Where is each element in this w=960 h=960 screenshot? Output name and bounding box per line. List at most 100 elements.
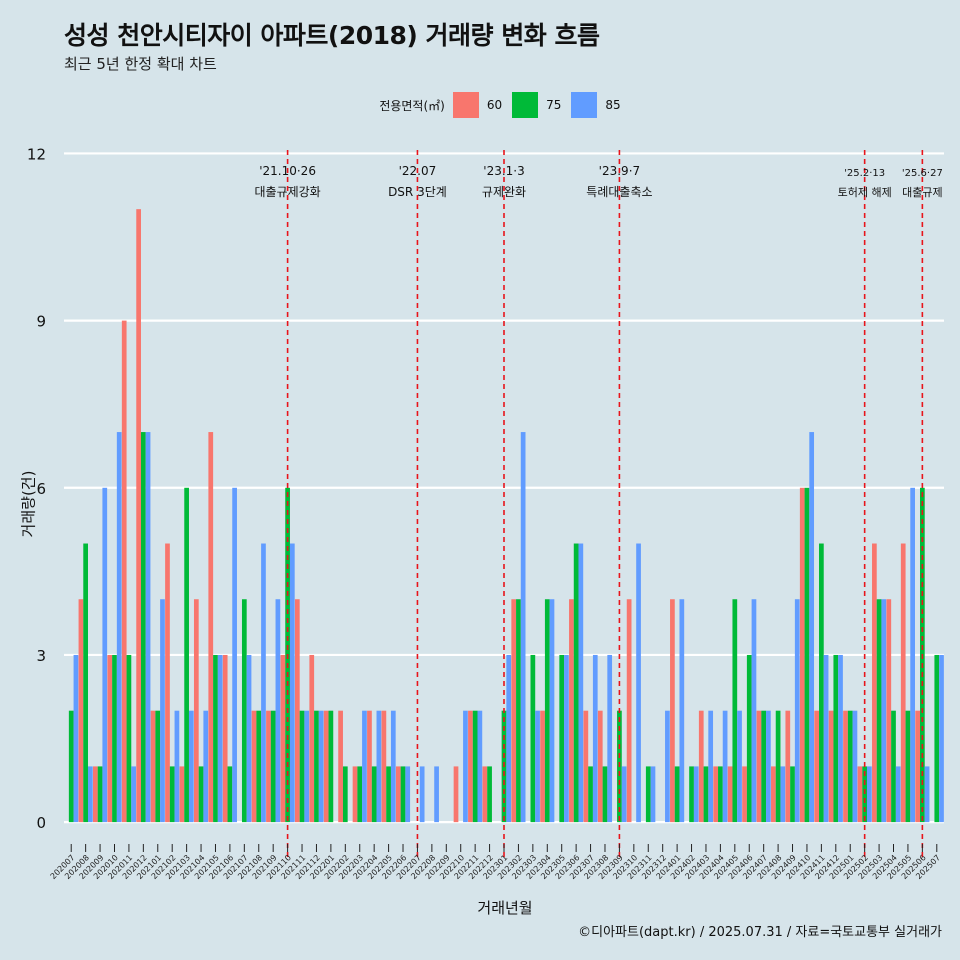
bar-85-202108	[261, 543, 266, 823]
bar-60-202201	[323, 710, 329, 823]
bar-60-202308	[597, 710, 603, 823]
bar-60-202410	[799, 487, 805, 823]
bar-85-202104	[203, 710, 209, 823]
x-axis-label: 거래년월	[477, 899, 533, 917]
bar-75-202012	[140, 432, 146, 823]
bar-85-202405	[737, 710, 742, 823]
legend: 전용면적(㎡) 60 75 85	[0, 92, 960, 118]
legend-item-85: 85	[571, 92, 621, 118]
bar-75-202201	[328, 710, 334, 823]
bar-75-202205	[386, 766, 391, 823]
legend-label-60: 60	[486, 98, 503, 112]
bar-85-202012	[145, 432, 151, 823]
bar-60-202407	[756, 710, 762, 823]
bar-85-202103	[188, 710, 194, 823]
legend-title: 전용면적(㎡)	[379, 98, 445, 113]
bar-75-202308	[602, 766, 608, 823]
bar-75-202401	[674, 766, 680, 823]
event-name-label: 토허제 해제	[838, 185, 892, 199]
event-date-label: '25.2·13	[844, 168, 885, 179]
bar-85-202301	[506, 654, 512, 823]
bar-85-202503	[881, 599, 887, 823]
bar-85-202109	[275, 599, 281, 823]
bar-85-202501	[852, 710, 858, 823]
y-tick-label: 12	[27, 145, 46, 163]
bar-85-202401	[679, 599, 685, 823]
bar-75-202103	[184, 487, 189, 823]
bars	[68, 209, 944, 823]
event-date-label: '23.1·3	[483, 164, 524, 178]
bar-85-202305	[564, 654, 569, 823]
bar-75-202304	[544, 599, 550, 823]
bar-85-202308	[607, 654, 613, 823]
bar-60-202408	[771, 766, 776, 823]
bar-60-202409	[785, 710, 791, 823]
bar-75-202104	[198, 766, 204, 823]
bar-85-202311	[650, 766, 656, 823]
bar-85-202204	[376, 710, 382, 823]
legend-label-85: 85	[605, 98, 621, 112]
bar-60-202505	[900, 543, 906, 823]
bar-75-202504	[891, 710, 896, 823]
bar-85-202409	[794, 599, 800, 823]
bar-60-202204	[367, 710, 372, 823]
bar-75-202305	[559, 654, 565, 823]
bar-75-202411	[819, 543, 824, 823]
bar-75-202302	[516, 599, 521, 823]
bar-85-202402	[693, 766, 699, 823]
bar-85-202206	[405, 766, 411, 823]
bar-85-202309	[621, 766, 627, 823]
bar-60-202404	[713, 766, 719, 823]
bar-60-202503	[872, 543, 877, 823]
bar-75-202007	[68, 710, 74, 823]
bar-60-202202	[338, 710, 343, 823]
bar-75-202212	[487, 766, 492, 823]
bar-60-202009	[92, 766, 98, 823]
bar-75-202109	[270, 710, 276, 823]
bar-75-202503	[876, 599, 882, 823]
legend-item-75: 75	[512, 92, 561, 118]
bar-75-202203	[357, 766, 363, 823]
bar-75-202101	[155, 710, 161, 823]
bar-60-202112	[309, 654, 315, 823]
event-lines: '21.10·26 대출규제강화 '22.07 DSR 3단계 '23.1·3 규제완화 '…	[254, 150, 943, 858]
event-name-label: 대출규제	[902, 186, 942, 199]
bar-75-202410	[804, 487, 810, 823]
event-name-label: 규제완화	[482, 185, 526, 199]
legend-item-60: 60	[452, 92, 503, 118]
bar-60-202411	[814, 710, 820, 823]
bar-60-202206	[395, 766, 401, 823]
bar-85-202101	[160, 599, 165, 823]
event-name-label: 대출규제강화	[254, 185, 320, 199]
legend-key-85	[571, 92, 598, 118]
bar-75-202412	[833, 654, 839, 823]
bar-85-202210	[463, 710, 468, 823]
bar-60-202405	[727, 766, 733, 823]
bar-85-202406	[751, 599, 757, 823]
bar-85-202412	[838, 654, 843, 823]
bar-75-202502	[862, 766, 868, 823]
bar-85-202404	[722, 710, 728, 823]
bar-60-202111	[294, 599, 300, 823]
bar-75-202406	[746, 654, 752, 823]
bar-85-202411	[823, 654, 829, 823]
bar-75-202105	[213, 654, 218, 823]
bar-60-202310	[626, 599, 632, 823]
bar-85-202306	[578, 543, 584, 823]
legend-label-75: 75	[546, 98, 562, 112]
bar-75-202407	[761, 710, 767, 823]
bar-85-202010	[116, 432, 122, 823]
bar-75-202303	[530, 654, 536, 823]
bar-75-202405	[732, 599, 738, 823]
chart-title: 성성 천안시티자이 아파트(2018) 거래량 변화 흐름	[64, 21, 600, 50]
bar-60-202109	[266, 710, 271, 823]
event-date-label: '23.9·7	[599, 164, 640, 178]
bar-60-202307	[583, 710, 589, 823]
bar-75-202211	[472, 710, 478, 823]
bar-85-202312	[665, 710, 670, 823]
bar-60-202110	[280, 654, 286, 823]
bar-75-202202	[342, 766, 348, 823]
bar-60-202210	[453, 766, 459, 823]
bar-75-202408	[775, 710, 781, 823]
bar-75-202204	[371, 766, 377, 823]
